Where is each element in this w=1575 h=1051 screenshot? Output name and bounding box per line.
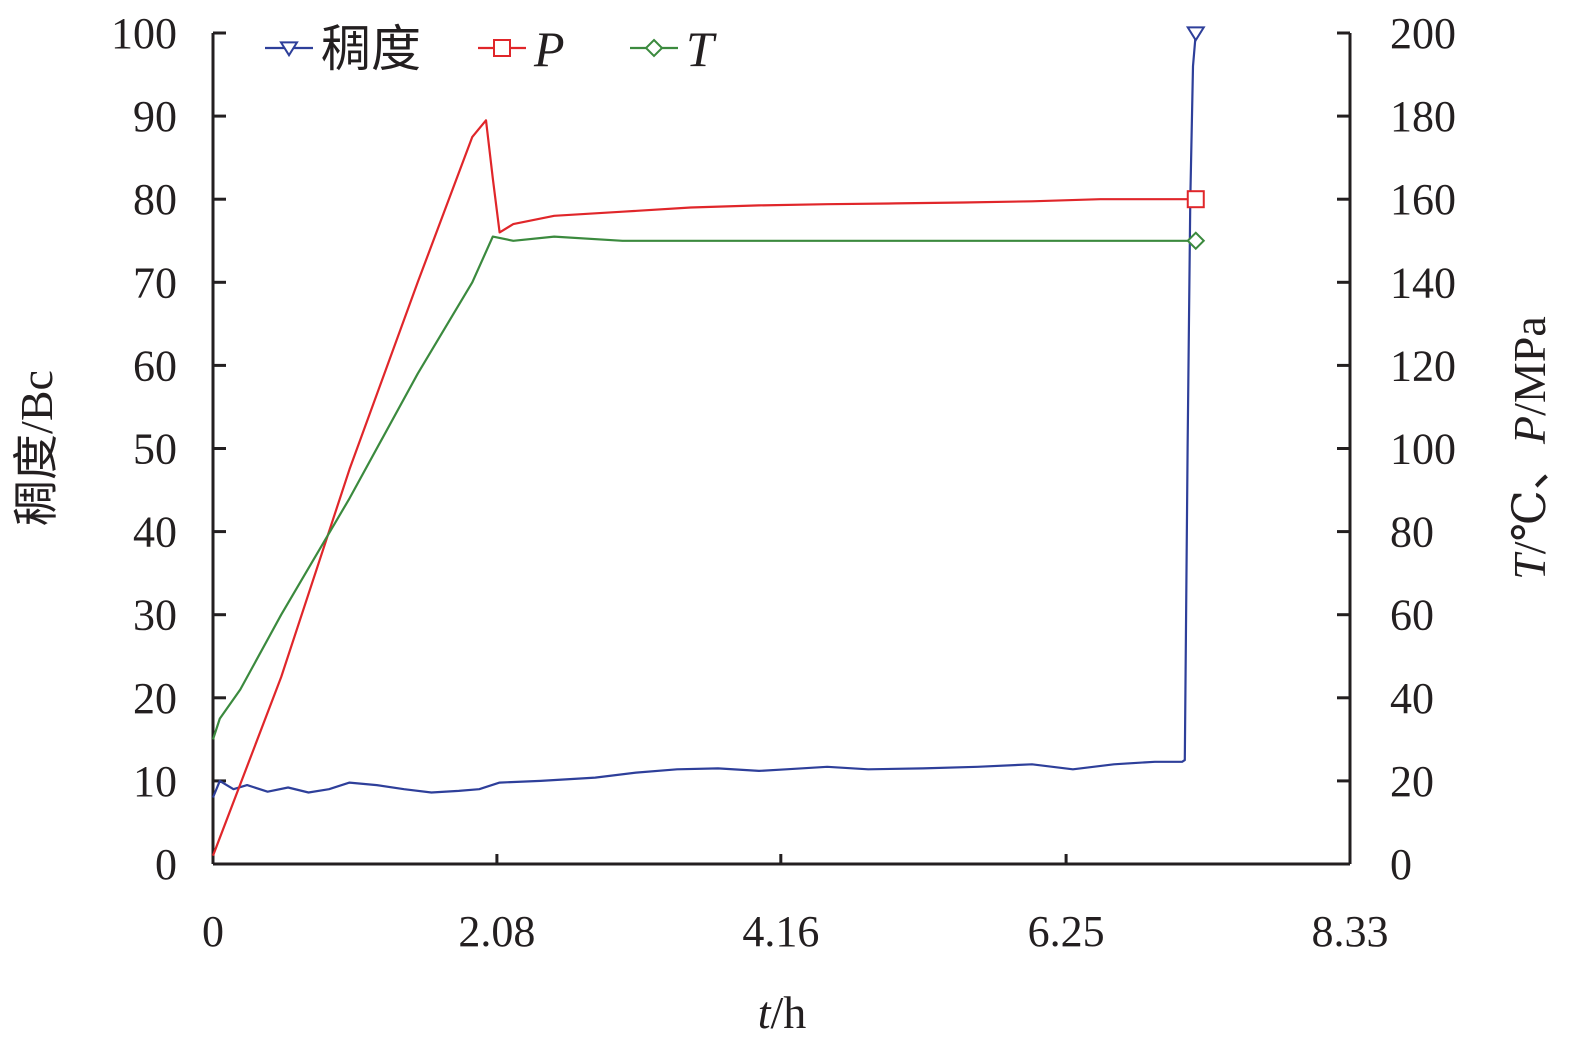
y-right-tick-label: 100 bbox=[1390, 425, 1456, 474]
y-right-part1: /℃、 bbox=[1504, 444, 1555, 554]
y-right-var1: T bbox=[1504, 551, 1555, 580]
y-left-tick-label: 100 bbox=[111, 9, 177, 58]
x-tick-label: 2.08 bbox=[458, 907, 535, 956]
y-left-tick-label: 50 bbox=[133, 425, 177, 474]
x-axis-title: t/h bbox=[758, 987, 807, 1038]
y-left-tick-label: 90 bbox=[133, 92, 177, 141]
x-tick-label: 8.33 bbox=[1312, 907, 1389, 956]
y-right-tick-label: 80 bbox=[1390, 508, 1434, 557]
y-right-tick-label: 0 bbox=[1390, 840, 1412, 889]
x-tick-label: 6.25 bbox=[1028, 907, 1105, 956]
x-tick-label: 4.16 bbox=[742, 907, 819, 956]
y-right-tick-label: 140 bbox=[1390, 258, 1456, 307]
series-end-marker-diamond bbox=[1186, 231, 1206, 251]
y-left-tick-label: 20 bbox=[133, 674, 177, 723]
x-axis-var: t bbox=[758, 987, 772, 1038]
series-line-diamond bbox=[211, 235, 1196, 740]
y-left-tick-label: 30 bbox=[133, 591, 177, 640]
series-layer bbox=[211, 26, 1206, 857]
y-left-tick-label: 10 bbox=[133, 757, 177, 806]
y-left-tick-label: 80 bbox=[133, 175, 177, 224]
y-left-tick-label: 60 bbox=[133, 341, 177, 390]
y-right-tick-label: 20 bbox=[1390, 757, 1434, 806]
legend: 稠度 P T bbox=[265, 21, 717, 77]
y-right-var2: P bbox=[1504, 416, 1555, 445]
y-right-tick-label: 180 bbox=[1390, 92, 1456, 141]
series-line-triangle-down bbox=[211, 32, 1197, 798]
x-tick-label: 0 bbox=[202, 907, 224, 956]
y-right-tick-label: 200 bbox=[1390, 9, 1456, 58]
y-left-tick-label: 70 bbox=[133, 258, 177, 307]
y-left-axis-title: 稠度/Bc bbox=[11, 370, 62, 526]
series-line-square bbox=[211, 119, 1196, 857]
y-right-tick-label: 60 bbox=[1390, 591, 1434, 640]
ticks: 0 2.08 4.16 6.25 8.3301020304050607080901000… bbox=[111, 9, 1456, 956]
x-axis-unit: /h bbox=[771, 987, 807, 1038]
y-left-tick-label: 40 bbox=[133, 508, 177, 557]
legend-swatch-marker bbox=[279, 41, 299, 58]
y-right-tick-label: 120 bbox=[1390, 341, 1456, 390]
y-right-tick-label: 40 bbox=[1390, 674, 1434, 723]
legend-label: T bbox=[686, 21, 717, 77]
y-right-axis-title: T/℃、P/MPa bbox=[1504, 316, 1555, 580]
legend-swatch-marker bbox=[644, 38, 664, 58]
series-end-marker-square bbox=[1186, 190, 1205, 209]
legend-label: P bbox=[533, 21, 565, 77]
series-end-marker-triangle-down bbox=[1185, 26, 1206, 43]
y-left-tick-label: 0 bbox=[155, 840, 177, 889]
y-right-part2: /MPa bbox=[1504, 316, 1555, 416]
y-right-tick-label: 160 bbox=[1390, 175, 1456, 224]
plot-frame bbox=[211, 33, 1352, 866]
legend-swatch-marker bbox=[493, 39, 511, 57]
legend-label: 稠度 bbox=[321, 21, 421, 77]
